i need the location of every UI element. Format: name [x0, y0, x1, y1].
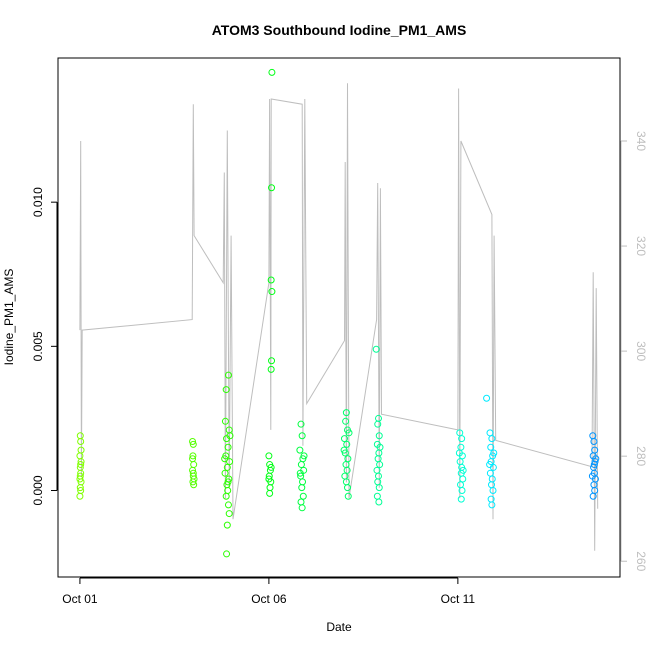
point — [459, 466, 467, 474]
point — [77, 446, 85, 454]
point — [489, 487, 497, 494]
point — [76, 472, 84, 480]
point — [488, 435, 496, 443]
point — [77, 437, 85, 445]
point — [267, 365, 275, 373]
point — [297, 461, 305, 469]
point — [376, 461, 384, 469]
point — [189, 455, 197, 463]
point — [589, 492, 597, 500]
point — [342, 409, 350, 417]
point — [189, 452, 197, 460]
point — [225, 510, 233, 518]
point — [487, 443, 495, 451]
point — [590, 461, 598, 469]
point — [296, 446, 304, 454]
point — [342, 417, 350, 425]
point — [267, 276, 275, 284]
point — [588, 472, 596, 480]
point — [224, 443, 232, 451]
point — [458, 435, 466, 443]
point — [76, 492, 84, 500]
y2-tick-label: 300 — [634, 341, 648, 361]
point — [268, 68, 276, 76]
point — [374, 420, 382, 428]
y-tick-label: 0.010 — [31, 187, 45, 217]
point — [343, 440, 351, 448]
point — [375, 484, 383, 492]
y2-tick-label: 340 — [634, 131, 648, 151]
point — [459, 475, 467, 483]
point — [300, 452, 308, 460]
point — [486, 461, 494, 469]
point — [267, 463, 275, 471]
y-tick-label: 0.005 — [31, 331, 45, 361]
point — [297, 420, 305, 428]
point — [488, 501, 496, 509]
point — [375, 498, 383, 506]
y2-tick-label: 280 — [634, 446, 648, 466]
point — [299, 492, 307, 500]
point — [296, 469, 304, 477]
point — [298, 484, 306, 492]
x-tick-label: Oct 06 — [251, 592, 287, 606]
point — [458, 487, 466, 494]
point — [189, 469, 197, 477]
point — [268, 288, 276, 296]
point — [77, 461, 85, 469]
x-tick-label: Oct 01 — [62, 592, 98, 606]
point — [189, 478, 197, 486]
point — [372, 345, 380, 353]
point — [266, 489, 274, 497]
point — [226, 432, 234, 440]
point — [345, 429, 353, 437]
point — [483, 394, 491, 402]
point — [221, 417, 229, 425]
point — [190, 481, 198, 489]
point — [344, 484, 352, 492]
point — [189, 440, 197, 448]
point — [265, 452, 273, 460]
point — [222, 492, 230, 500]
y-tick-label: 0.000 — [31, 475, 45, 505]
point — [340, 446, 348, 454]
point — [265, 475, 273, 483]
point — [298, 432, 306, 440]
point — [223, 521, 231, 529]
point — [590, 437, 598, 445]
point — [76, 484, 84, 492]
point — [224, 371, 232, 379]
line-series — [79, 83, 599, 551]
point — [268, 357, 276, 365]
chart-title: ATOM3 Southbound Iodine_PM1_AMS — [212, 22, 467, 38]
point — [344, 492, 352, 500]
y-axis-label: Iodine_PM1_AMS — [2, 269, 16, 366]
y2-tick-label: 260 — [634, 551, 648, 571]
point — [268, 184, 276, 192]
point — [221, 455, 229, 463]
point — [223, 550, 231, 558]
point — [221, 469, 229, 477]
x-tick-label: Oct 11 — [441, 592, 476, 606]
point — [375, 432, 383, 440]
y2-tick-label: 320 — [634, 236, 648, 256]
point — [224, 478, 232, 486]
point — [340, 435, 348, 443]
x-axis-label: Date — [326, 620, 352, 634]
point — [457, 495, 465, 503]
point — [298, 504, 306, 512]
point — [376, 443, 384, 451]
point — [222, 386, 230, 394]
point — [343, 466, 351, 474]
point — [189, 437, 197, 445]
point — [223, 463, 231, 471]
point — [224, 501, 232, 509]
point — [490, 449, 498, 457]
point — [455, 449, 463, 457]
plot-frame — [57, 57, 621, 578]
